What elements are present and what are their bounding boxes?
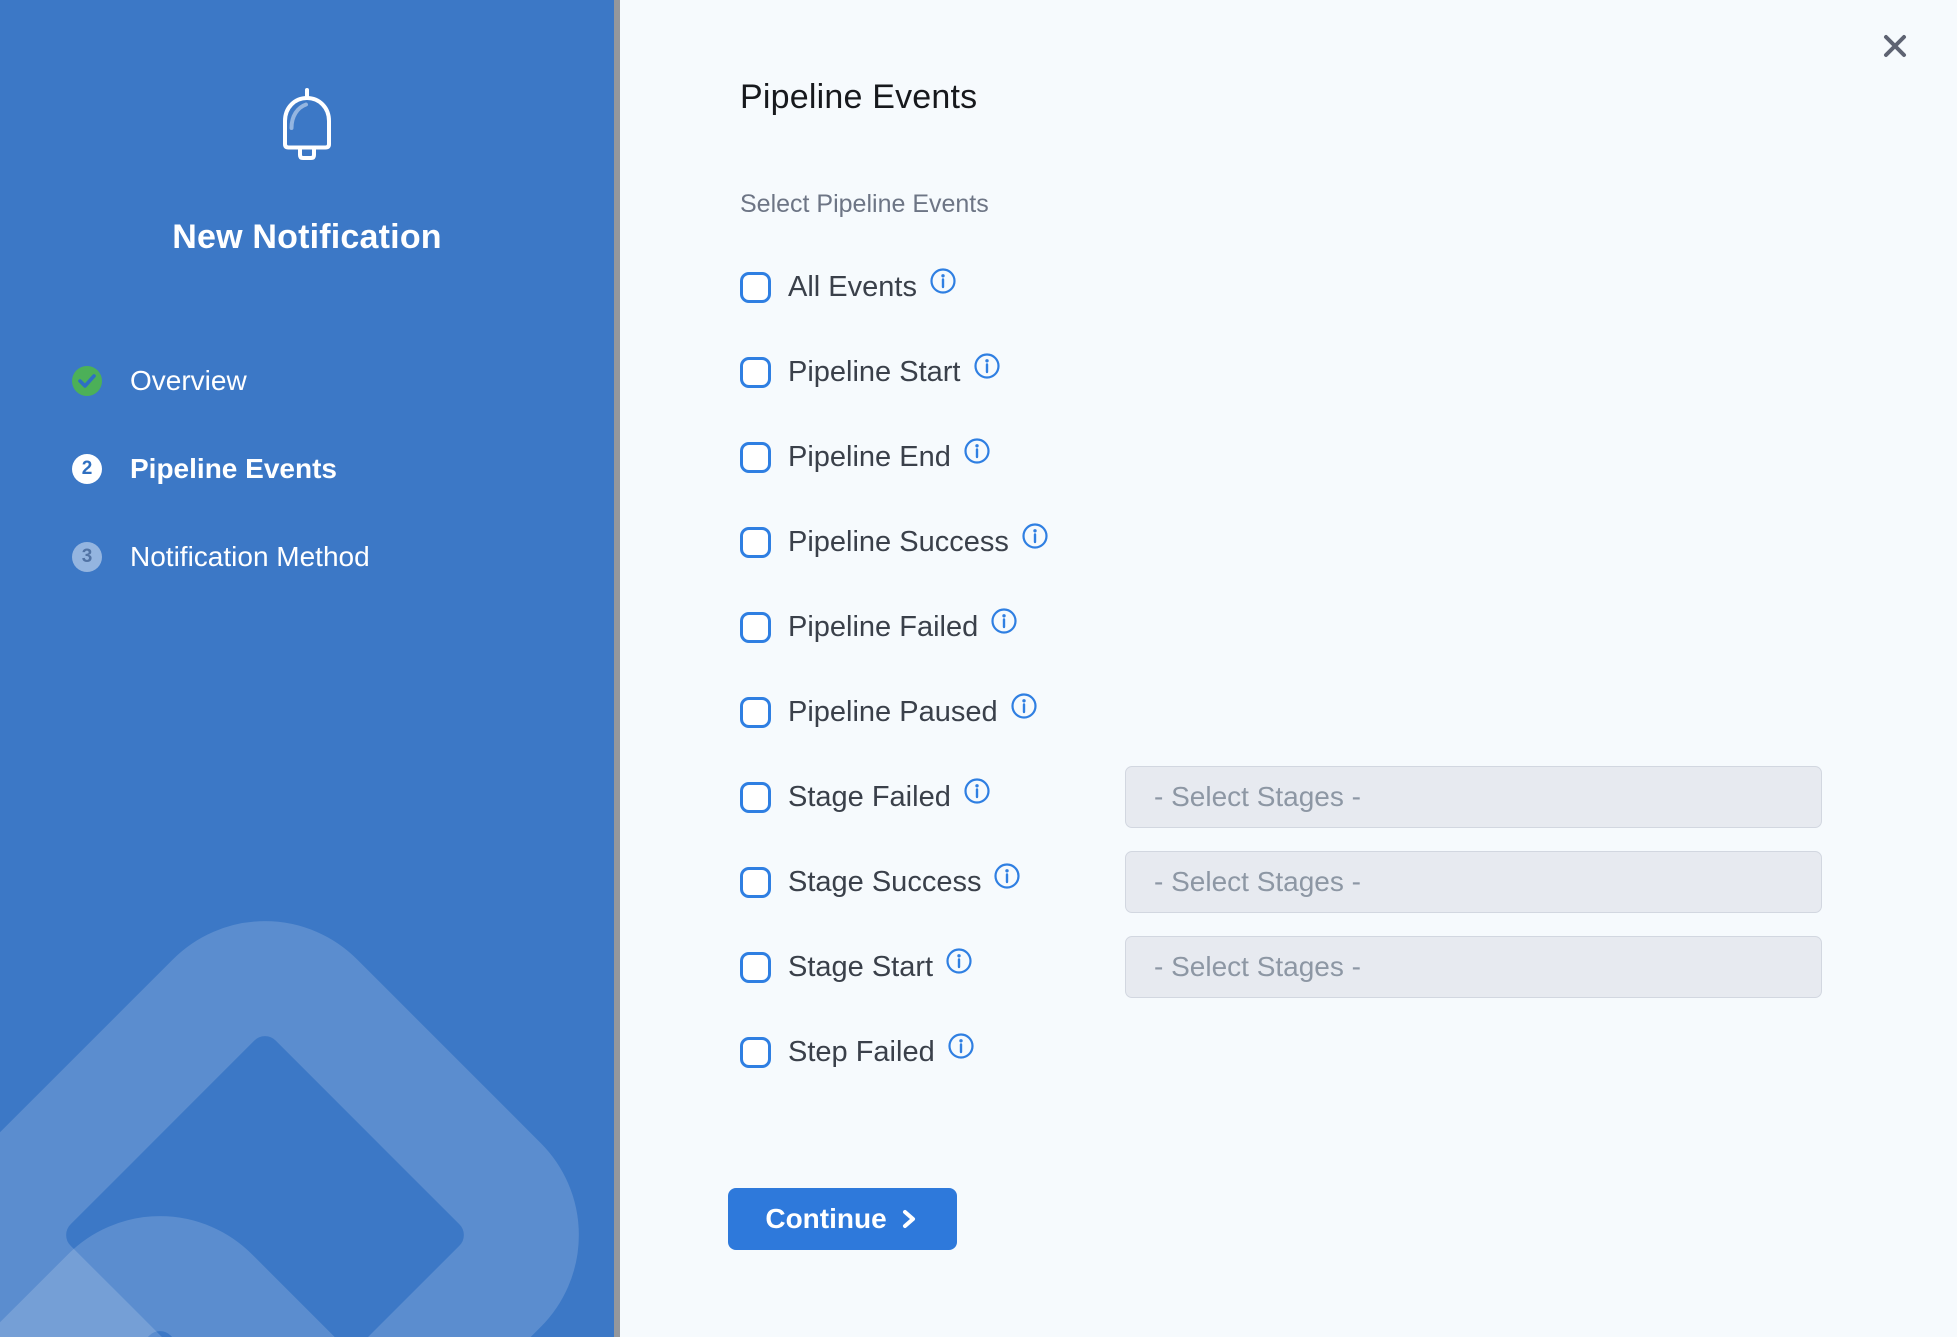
close-icon[interactable] (1881, 32, 1909, 60)
event-label: Stage Start (788, 950, 934, 983)
wizard-sidebar: New Notification Overview 2 Pipeline Eve… (0, 0, 614, 1337)
checkbox-pipeline-paused[interactable] (740, 696, 771, 728)
wizard-title: New Notification (172, 218, 442, 256)
event-label: Pipeline Success (788, 525, 1009, 558)
stage-select-placeholder: - Select Stages - (1154, 781, 1361, 812)
continue-label: Continue (765, 1203, 887, 1234)
event-label: Pipeline End (788, 440, 951, 473)
checkbox-stage-failed[interactable] (740, 781, 771, 813)
page-title: Pipeline Events (740, 78, 978, 116)
stage-select-stage-success[interactable]: - Select Stages - (1125, 851, 1822, 913)
event-row-stage-failed: Stage Failed - Select Stages - (740, 766, 1890, 828)
section-subtitle: Select Pipeline Events (740, 190, 989, 218)
event-row-pipeline-failed: Pipeline Failed (740, 608, 1890, 643)
stage-select-placeholder: - Select Stages - (1154, 866, 1361, 897)
step-label: Notification Method (130, 541, 370, 572)
sidebar-step-pipeline-events[interactable]: 2 Pipeline Events (72, 453, 370, 485)
event-label: Pipeline Paused (788, 695, 998, 728)
info-icon[interactable] (973, 353, 1000, 379)
event-row-pipeline-start: Pipeline Start (740, 353, 1890, 388)
event-row-pipeline-end: Pipeline End (740, 438, 1890, 473)
info-icon[interactable] (994, 863, 1021, 889)
step-indicator (72, 366, 102, 396)
event-label: Pipeline Start (788, 355, 961, 388)
event-list: All Events Pipeline Start Pipeline End (740, 268, 1890, 1121)
checkbox-step-failed[interactable] (740, 1036, 771, 1068)
info-icon[interactable] (1022, 523, 1048, 549)
checkbox-pipeline-success[interactable] (740, 526, 771, 558)
info-icon[interactable] (946, 948, 972, 974)
check-icon (78, 374, 96, 388)
info-icon[interactable] (930, 268, 956, 294)
step-label: Pipeline Events (130, 453, 337, 484)
event-label: All Events (788, 270, 917, 303)
event-row-all-events: All Events (740, 268, 1890, 303)
sidebar-step-notification-method[interactable]: 3 Notification Method (72, 541, 370, 573)
event-row-pipeline-success: Pipeline Success (740, 523, 1890, 558)
event-row-pipeline-paused: Pipeline Paused (740, 693, 1890, 728)
pipeline-events-panel: Pipeline Events Select Pipeline Events A… (620, 0, 1957, 1337)
step-indicator: 3 (72, 542, 102, 572)
step-number: 3 (81, 546, 93, 567)
info-icon[interactable] (1011, 693, 1037, 719)
checkbox-pipeline-failed[interactable] (740, 611, 771, 643)
event-row-step-failed: Step Failed (740, 1033, 1890, 1068)
event-label: Stage Success (788, 865, 982, 898)
stage-select-stage-failed[interactable]: - Select Stages - (1125, 766, 1822, 828)
info-icon[interactable] (948, 1033, 974, 1059)
stage-select-stage-start[interactable]: - Select Stages - (1125, 936, 1822, 998)
chevron-right-icon (898, 1207, 920, 1231)
info-icon[interactable] (991, 608, 1017, 634)
info-icon[interactable] (964, 778, 990, 804)
wizard-steps: Overview 2 Pipeline Events 3 Notificatio… (72, 365, 370, 629)
stage-select-placeholder: - Select Stages - (1154, 951, 1361, 982)
checkbox-pipeline-start[interactable] (740, 356, 771, 388)
sidebar-divider (614, 0, 620, 1337)
continue-button[interactable]: Continue (728, 1188, 957, 1250)
sidebar-step-overview[interactable]: Overview (72, 365, 370, 397)
event-row-stage-start: Stage Start - Select Stages - (740, 936, 1890, 998)
bell-icon (0, 86, 614, 169)
checkbox-pipeline-end[interactable] (740, 441, 771, 473)
checkbox-stage-success[interactable] (740, 866, 771, 898)
info-icon[interactable] (964, 438, 990, 464)
step-number: 2 (81, 458, 93, 479)
step-indicator: 2 (72, 454, 102, 484)
event-label: Stage Failed (788, 780, 951, 813)
event-row-stage-success: Stage Success - Select Stages - (740, 851, 1890, 913)
event-label: Pipeline Failed (788, 610, 979, 643)
event-label: Step Failed (788, 1035, 935, 1068)
checkbox-stage-start[interactable] (740, 951, 771, 983)
step-label: Overview (130, 365, 247, 396)
checkbox-all-events[interactable] (740, 271, 771, 303)
